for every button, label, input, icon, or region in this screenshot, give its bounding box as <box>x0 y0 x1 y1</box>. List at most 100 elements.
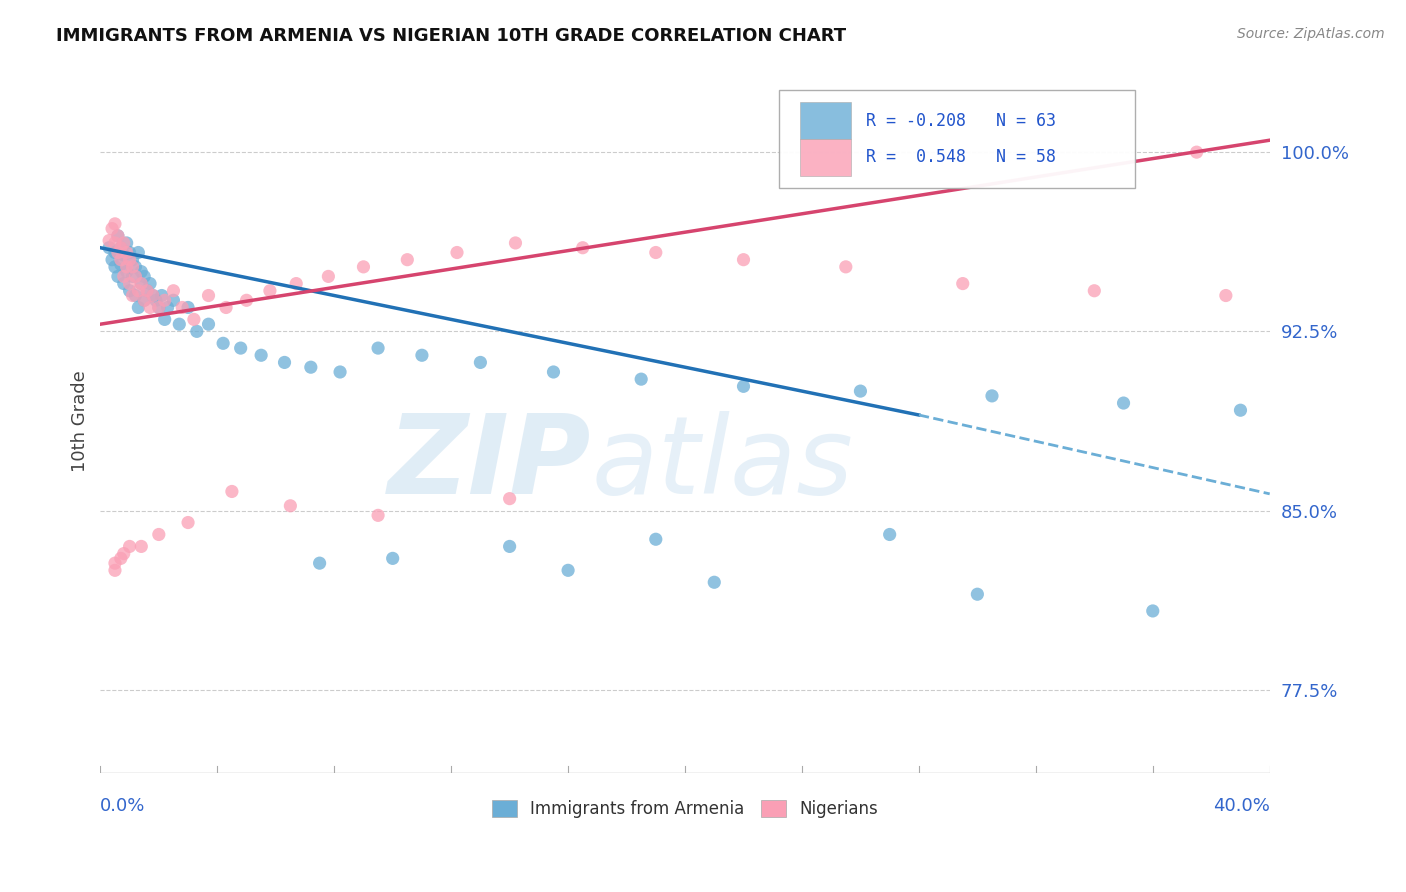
Point <box>285 277 308 291</box>
Point <box>121 288 143 302</box>
Point <box>104 556 127 570</box>
Text: IMMIGRANTS FROM ARMENIA VS NIGERIAN 10TH GRADE CORRELATION CHART: IMMIGRANTS FROM ARMENIA VS NIGERIAN 10TH… <box>56 27 846 45</box>
Text: Source: ZipAtlas.com: Source: ZipAtlas.com <box>1237 27 1385 41</box>
Point <box>98 241 121 255</box>
Point <box>952 277 974 291</box>
Point <box>186 324 208 338</box>
Point <box>124 269 146 284</box>
Point <box>280 499 302 513</box>
Point <box>148 527 170 541</box>
Point <box>107 269 129 284</box>
Point <box>148 301 170 315</box>
Point <box>112 277 135 291</box>
Point <box>229 341 252 355</box>
FancyBboxPatch shape <box>779 90 1135 188</box>
Point <box>259 284 281 298</box>
Point <box>107 228 129 243</box>
Point <box>107 245 129 260</box>
Point <box>446 245 468 260</box>
Legend: Immigrants from Armenia, Nigerians: Immigrants from Armenia, Nigerians <box>485 794 884 825</box>
Point <box>162 284 184 298</box>
Point <box>127 301 149 315</box>
Point <box>879 527 901 541</box>
Point <box>110 241 132 255</box>
Point <box>150 288 173 302</box>
Point <box>129 265 152 279</box>
Point <box>124 288 146 302</box>
Point <box>121 252 143 267</box>
Point <box>215 301 238 315</box>
Point <box>148 301 170 315</box>
Point <box>1185 145 1208 160</box>
Point <box>112 547 135 561</box>
Point <box>235 293 257 308</box>
Point <box>644 245 666 260</box>
Point <box>115 260 138 274</box>
Point <box>104 563 127 577</box>
Point <box>129 277 152 291</box>
Point <box>101 221 124 235</box>
Point <box>121 269 143 284</box>
Point <box>557 563 579 577</box>
Point <box>733 379 755 393</box>
Point <box>197 288 219 302</box>
Text: R = -0.208   N = 63: R = -0.208 N = 63 <box>866 112 1056 129</box>
Text: atlas: atlas <box>592 411 853 516</box>
Point <box>644 533 666 547</box>
Point <box>110 551 132 566</box>
Point <box>308 556 330 570</box>
Point <box>104 260 127 274</box>
Point <box>299 360 322 375</box>
Point <box>127 245 149 260</box>
Point <box>1142 604 1164 618</box>
Point <box>1083 284 1105 298</box>
Point <box>127 284 149 298</box>
Point <box>212 336 235 351</box>
Point <box>381 551 404 566</box>
Text: ZIP: ZIP <box>388 409 592 516</box>
Point <box>101 252 124 267</box>
Text: R =  0.548   N = 58: R = 0.548 N = 58 <box>866 148 1056 166</box>
Point <box>318 269 340 284</box>
Point <box>396 252 419 267</box>
FancyBboxPatch shape <box>800 139 851 176</box>
Point <box>98 234 121 248</box>
Point <box>115 245 138 260</box>
Point <box>118 252 141 267</box>
Point <box>1112 396 1135 410</box>
Point <box>849 384 872 398</box>
Point <box>177 301 200 315</box>
Point <box>221 484 243 499</box>
Point <box>630 372 652 386</box>
Point <box>172 301 194 315</box>
Point <box>153 312 176 326</box>
Point <box>966 587 988 601</box>
Point <box>835 260 858 274</box>
Point <box>134 293 156 308</box>
Point <box>112 248 135 262</box>
Point <box>124 260 146 274</box>
Point <box>142 288 165 302</box>
Point <box>1215 288 1237 302</box>
Point <box>118 540 141 554</box>
FancyBboxPatch shape <box>800 103 851 139</box>
Point <box>470 355 492 369</box>
Point <box>153 293 176 308</box>
Point <box>733 252 755 267</box>
Point <box>129 540 152 554</box>
Point <box>367 341 389 355</box>
Point <box>110 252 132 267</box>
Point <box>115 265 138 279</box>
Point <box>505 235 527 250</box>
Point <box>129 277 152 291</box>
Point <box>411 348 433 362</box>
Y-axis label: 10th Grade: 10th Grade <box>72 370 89 472</box>
Point <box>139 277 162 291</box>
Point <box>136 284 159 298</box>
Point <box>104 245 127 260</box>
Point <box>197 317 219 331</box>
Point <box>112 235 135 250</box>
Point <box>107 228 129 243</box>
Point <box>162 293 184 308</box>
Point <box>134 293 156 308</box>
